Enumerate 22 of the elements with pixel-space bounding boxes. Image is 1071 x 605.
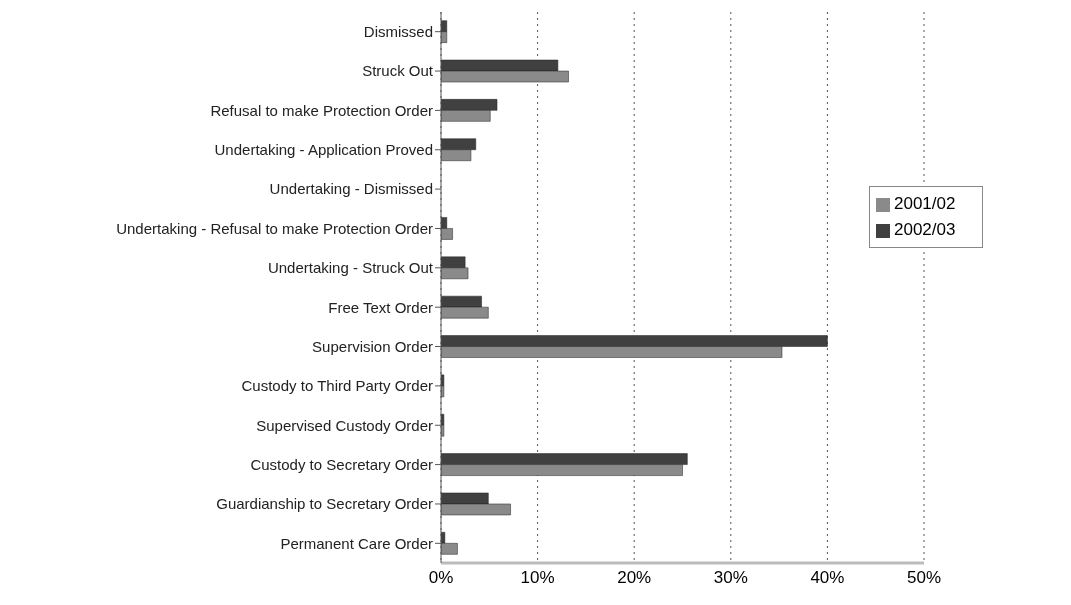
y-tick-label: Permanent Care Order [280,534,433,552]
y-tick-label: Undertaking - Struck Out [267,259,434,277]
x-tick-label: 0% [428,568,454,588]
y-tick-label: Free Text Order [328,298,433,316]
x-tick-label: 30% [713,568,748,588]
y-tick-label: Supervision Order [312,337,433,355]
y-tick-label: Undertaking - Refusal to make Protection Order [116,219,433,237]
x-tick-label: 20% [617,568,652,588]
y-tick-label: Custody to Secretary Order [250,455,433,473]
y-tick-label: Guardianship to Secretary Order [216,495,433,513]
y-tick-label: Struck Out [362,62,434,80]
y-tick-label: Dismissed [363,23,433,40]
x-tick-label: 40% [810,568,845,588]
y-tick-label: Refusal to make Protection Order [210,101,433,119]
legend-label: 2002/03 [894,220,956,239]
y-tick-label: Undertaking - Dismissed [269,180,433,198]
y-tick-label: Supervised Custody Order [256,416,433,434]
y-tick-label: Custody to Third Party Order [241,377,433,395]
y-tick-label: Undertaking - Application Proved [214,141,433,159]
x-tick-label: 50% [906,568,942,588]
legend-label: 2001/02 [894,194,956,213]
x-tick-label: 10% [520,568,555,588]
